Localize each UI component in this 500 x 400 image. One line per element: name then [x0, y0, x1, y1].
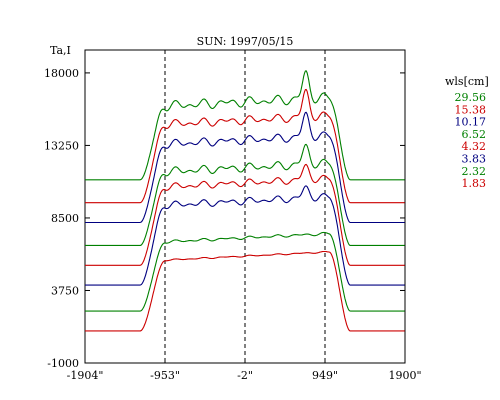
legend-entry: 3.83: [462, 153, 487, 166]
legend-entry: 4.32: [462, 140, 487, 153]
series-line-6.52: [85, 143, 405, 246]
x-tick-label: -2": [237, 369, 253, 382]
chart-title: SUN: 1997/05/15: [197, 35, 294, 48]
legend-entry: 10.17: [455, 116, 487, 129]
legend-title: wls[cm]: [445, 75, 489, 88]
legend-entry: 1.83: [462, 177, 487, 190]
series-line-2.32: [85, 231, 405, 312]
series-line-29.56: [85, 70, 405, 181]
series-line-15.38: [85, 88, 405, 204]
x-tick-label: -1904": [67, 369, 104, 382]
legend-entry: 29.56: [455, 91, 487, 104]
y-tick-label: 18000: [44, 67, 79, 80]
x-tick-labels: -1904" -953" -2" 949" 1900": [67, 358, 422, 382]
y-tick-label: 3750: [51, 284, 79, 297]
x-tick-label: 949": [312, 369, 338, 382]
series-line-3.83: [85, 185, 405, 286]
legend-entry: 6.52: [462, 128, 487, 141]
x-tick-label: 1900": [388, 369, 421, 382]
series-line-1.83: [85, 250, 405, 332]
legend-entry: 2.32: [462, 165, 487, 178]
y-tick-label: 13250: [44, 139, 79, 152]
series-line-10.17: [85, 111, 405, 224]
y-tick-label: 8500: [51, 212, 79, 225]
series-line-4.32: [85, 163, 405, 266]
plot-area: [84, 49, 406, 364]
y-axis-label: Ta,I: [50, 44, 71, 57]
y-tick-labels: -1000 3750 8500 13250 18000: [44, 67, 405, 370]
legend-entry: 15.38: [455, 103, 487, 116]
x-tick-label: -953": [150, 369, 180, 382]
y-tick-label: -1000: [47, 357, 79, 370]
